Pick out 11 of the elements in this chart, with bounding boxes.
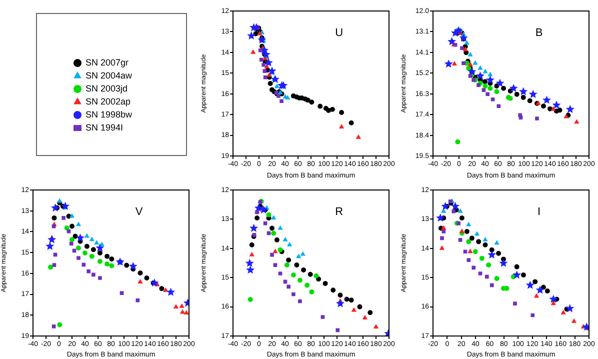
annotation: B — [535, 26, 543, 39]
annotation: U — [335, 26, 344, 39]
legend-label: SN 1998bw — [86, 109, 133, 120]
legend-label: SN 2002ap — [86, 96, 131, 106]
annotation: I — [538, 206, 541, 218]
legend-label: SN 2004aw — [86, 70, 133, 80]
annotation: R — [335, 206, 344, 218]
legend-label: SN 2003jd — [86, 83, 128, 94]
legend-label: SN 1994I — [86, 122, 124, 132]
legend-label: SN 2007gr — [86, 57, 129, 68]
annotation: V — [135, 206, 144, 218]
